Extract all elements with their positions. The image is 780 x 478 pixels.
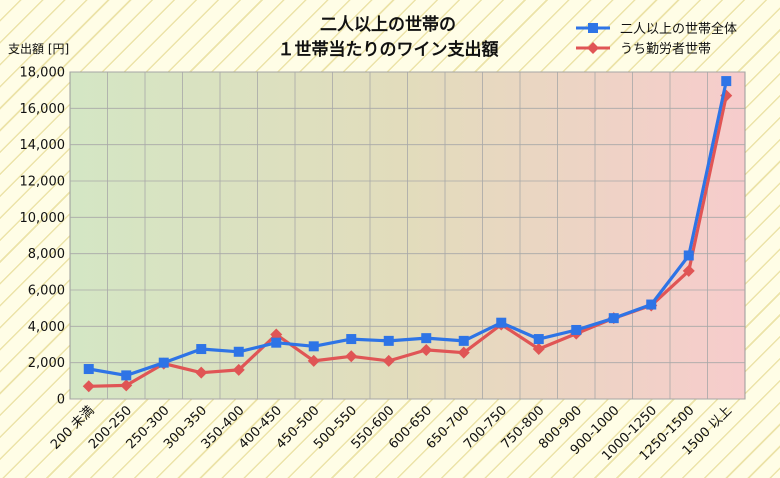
data-point-series-2 — [120, 379, 133, 392]
y-tick-label: 4,000 — [28, 320, 65, 335]
data-point-series-2 — [420, 343, 433, 356]
chart-title-line-2: １世帯当たりのワイン支出額 — [278, 39, 499, 60]
y-tick-label: 0 — [57, 393, 65, 408]
data-point-series-1 — [496, 317, 507, 328]
y-tick-label: 2,000 — [28, 356, 65, 371]
data-point-series-1 — [383, 335, 394, 346]
data-point-series-2 — [270, 328, 283, 341]
data-point-series-2 — [682, 264, 695, 277]
data-point-series-2 — [457, 346, 470, 359]
data-point-series-1 — [158, 357, 169, 368]
data-point-series-1 — [121, 370, 132, 381]
legend-label-series-1: 二人以上の世帯全体 — [620, 21, 737, 37]
data-point-series-2 — [532, 343, 545, 356]
data-point-series-1 — [421, 333, 432, 344]
y-tick-label: 16,000 — [20, 102, 66, 117]
data-point-series-1 — [683, 250, 694, 261]
data-point-series-1 — [721, 76, 732, 87]
y-tick-label: 10,000 — [20, 211, 66, 226]
data-point-series-1 — [571, 324, 582, 335]
legend: 二人以上の世帯全体 うち勤労者世帯 — [576, 21, 737, 57]
series-layer — [82, 76, 733, 393]
x-axis-tick-labels: 200 未満200-250250-300300-350350-400400-45… — [48, 403, 735, 464]
data-point-series-1 — [608, 313, 619, 324]
legend-label-series-2: うち勤労者世帯 — [620, 42, 711, 57]
y-tick-label: 18,000 — [20, 66, 66, 81]
chart-title-line-1: 二人以上の世帯の — [320, 14, 456, 35]
data-point-series-2 — [307, 354, 320, 367]
data-point-series-2 — [382, 354, 395, 367]
data-point-series-1 — [646, 299, 657, 310]
data-point-series-1 — [196, 344, 207, 355]
series-1 — [83, 76, 732, 381]
y-axis-tick-labels: 0 2,000 4,000 6,000 8,000 10,000 12,000 14,000 1… — [20, 66, 66, 408]
y-axis-label: 支出額 [円] — [8, 42, 69, 56]
y-tick-label: 12,000 — [20, 175, 66, 190]
data-point-series-1 — [346, 334, 357, 345]
legend-marker-series-1 — [588, 23, 598, 33]
y-tick-label: 6,000 — [28, 284, 65, 299]
legend-marker-series-2 — [587, 42, 599, 54]
data-point-series-2 — [232, 363, 245, 376]
data-point-series-1 — [233, 346, 244, 357]
series-line-1 — [88, 80, 728, 377]
data-point-series-1 — [271, 337, 282, 348]
data-point-series-1 — [308, 341, 319, 352]
y-tick-label: 14,000 — [20, 138, 66, 153]
data-point-series-2 — [195, 366, 208, 379]
y-tick-label: 8,000 — [28, 247, 65, 262]
data-point-series-1 — [83, 364, 94, 375]
data-point-series-1 — [533, 334, 544, 345]
data-point-series-2 — [82, 380, 95, 393]
data-point-series-2 — [345, 350, 358, 363]
data-point-series-1 — [458, 335, 469, 346]
grid-lines — [70, 71, 745, 400]
